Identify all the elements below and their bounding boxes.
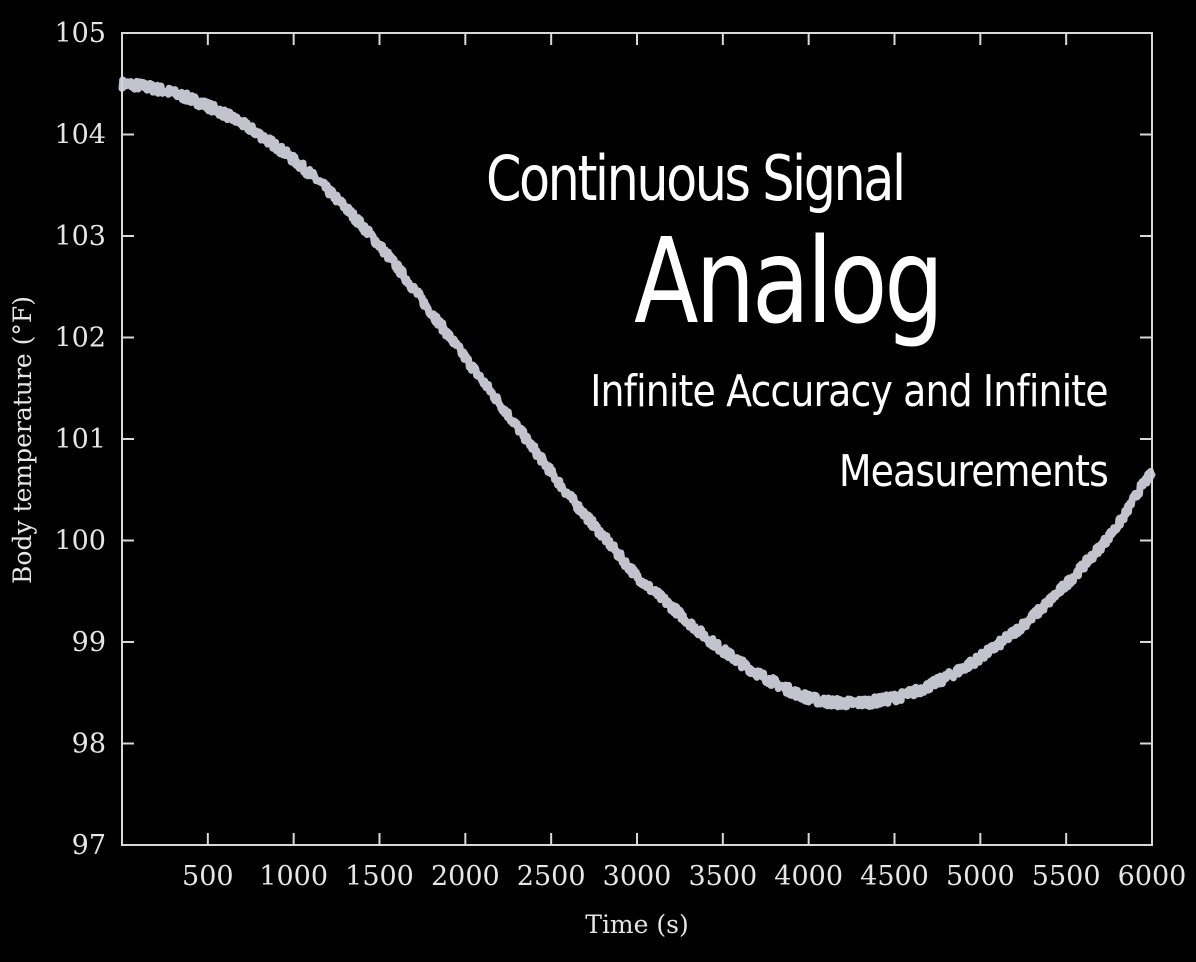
x-tick-label: 2500 <box>517 861 586 892</box>
x-tick-label: 500 <box>182 861 234 892</box>
y-tick-label: 98 <box>72 729 106 760</box>
x-tick-label: 1500 <box>345 861 414 892</box>
y-tick-label: 104 <box>54 120 106 151</box>
overlay-title: Analog <box>634 212 944 350</box>
x-tick-label: 4500 <box>860 861 929 892</box>
y-tick-label: 101 <box>54 424 106 455</box>
x-tick-label: 3000 <box>603 861 672 892</box>
ticks: 500 1000 1500 2000 2500 3000 3500 4000 4500 5000 5… <box>54 18 1186 892</box>
overlay-heading: Continuous Signal <box>486 142 906 215</box>
overlay-subtitle-line-2: Measurements <box>838 446 1109 497</box>
x-tick-label: 5000 <box>946 861 1015 892</box>
y-axis-title: Body temperature (°F) <box>8 296 37 584</box>
x-axis-title: Time (s) <box>585 910 688 939</box>
y-tick-label: 100 <box>54 526 106 557</box>
series-layer <box>118 76 1156 711</box>
y-tick-label: 99 <box>72 627 106 658</box>
x-tick-label: 1000 <box>259 861 328 892</box>
y-tick-label: 105 <box>54 18 106 49</box>
x-tick-label: 6000 <box>1118 861 1187 892</box>
y-tick-label: 102 <box>54 323 106 354</box>
overlay-subtitle-line-1: Infinite Accuracy and Infinite <box>590 366 1109 417</box>
y-tick-label: 97 <box>72 830 106 861</box>
x-tick-label: 4000 <box>774 861 843 892</box>
temperature-series-line <box>118 76 1156 711</box>
x-tick-label: 5500 <box>1032 861 1101 892</box>
y-tick-label: 103 <box>54 221 106 252</box>
x-tick-label: 2000 <box>431 861 500 892</box>
x-tick-label: 3500 <box>688 861 757 892</box>
